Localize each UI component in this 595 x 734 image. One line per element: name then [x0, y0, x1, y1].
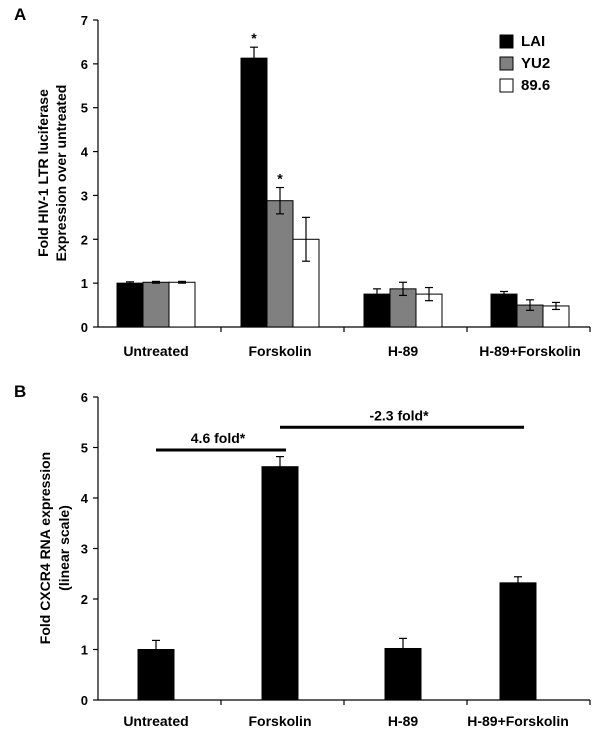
panel-a-category-label: H-89+Forskolin: [479, 343, 581, 359]
panel-b-y-axis-label-line-2: (linear scale): [56, 505, 72, 591]
panel-b-y-tick-label: 5: [81, 441, 88, 456]
panel-a-y-tick-label: 6: [81, 57, 88, 72]
panel-b-bracket-label: 4.6 fold*: [191, 430, 246, 446]
panel-b-category-label: H-89: [388, 713, 419, 729]
panel-a-legend-label: YU2: [521, 55, 550, 72]
panel-b-label: B: [14, 382, 26, 401]
panel-a-legend-swatch: [499, 78, 514, 93]
panel-a-significance-marker: *: [277, 171, 283, 187]
panel-a-bar: [142, 281, 170, 328]
panel-a-y-axis-label-line-2: Expression over untreated: [53, 85, 69, 262]
panel-a-bar: [240, 57, 268, 328]
panel-b-y-tick-label: 2: [81, 592, 88, 607]
panel-a-y-tick-label: 3: [81, 188, 88, 203]
panel-b-y-tick-label: 4: [81, 491, 89, 506]
panel-b-category-label: Forskolin: [248, 713, 311, 729]
panel-b-bar: [499, 582, 537, 701]
panel-a-y-tick-label: 4: [81, 145, 89, 160]
panel-a-y-tick-label: 5: [81, 101, 88, 116]
panel-a-label: A: [14, 5, 26, 24]
panel-a-y-tick-label: 2: [81, 232, 88, 247]
panel-b-bar: [261, 466, 299, 701]
panel-a-bar: [266, 200, 294, 328]
panel-a-category-label: Forskolin: [248, 343, 311, 359]
panel-a-legend-swatch: [499, 56, 514, 71]
panel-a-legend-label: 89.6: [521, 77, 550, 94]
panel-a-bar: [490, 293, 518, 328]
panel-a-y-tick-label: 1: [81, 276, 88, 291]
panel-b-y-tick-label: 6: [81, 390, 88, 405]
panel-b-y-tick-label: 1: [81, 643, 88, 658]
panel-b-category-label: H-89+Forskolin: [467, 713, 569, 729]
panel-b-bracket-label: -2.3 fold*: [369, 407, 429, 423]
panel-a-y-tick-label: 0: [81, 320, 88, 335]
panel-a-bar: [168, 281, 196, 328]
panel-b-y-axis-label-line-1: Fold CXCR4 RNA expression: [37, 452, 53, 644]
panel-a-legend-label: LAI: [521, 33, 545, 50]
panel-a-category-label: Untreated: [123, 343, 188, 359]
panel-b-category-label: Untreated: [123, 713, 188, 729]
panel-a-category-label: H-89: [388, 343, 419, 359]
panel-a-y-axis-label-line-1: Fold HIV-1 LTR luciferase: [35, 89, 51, 257]
panel-a-legend-swatch: [499, 34, 514, 49]
panel-a-bar: [116, 282, 144, 328]
panel-b-y-tick-label: 0: [81, 693, 88, 708]
panel-b-y-tick-label: 3: [81, 542, 88, 557]
panel-a-significance-marker: *: [251, 30, 257, 46]
panel-a-y-tick-label: 7: [81, 13, 88, 28]
